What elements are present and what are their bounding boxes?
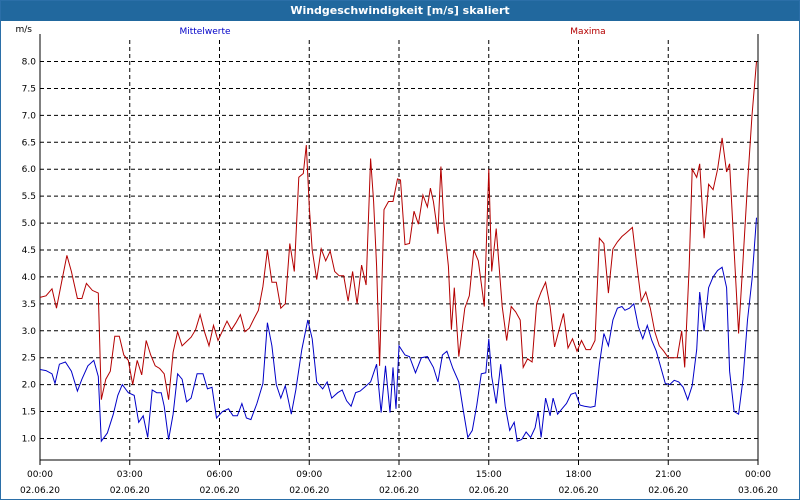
y-tick-label: 8.0 [22,58,37,68]
x-tick-date: 02.06.20 [648,486,688,496]
series-line-mittelwerte [39,217,757,443]
x-tick-time: 21:00 [655,470,681,480]
x-tick-date: 02.06.20 [199,486,239,496]
legend-mittelwerte: Mittelwerte [179,27,230,37]
x-tick-time: 15:00 [476,470,502,480]
y-tick-label: 1.5 [22,408,36,418]
chart-labels: 1.0 1.5 2.0 2.5 3.0 3.5 4.0 4.5 5.0 5.5 6.0 6.5 7.0 7… [16,25,779,496]
x-tick-date: 02.06.20 [289,486,329,496]
chart-series [39,61,757,443]
y-tick-label: 5.5 [22,192,36,202]
y-tick-label: 6.0 [22,165,37,175]
y-tick-label: 3.5 [22,300,36,310]
x-tick-time: 12:00 [386,470,412,480]
x-tick-date: 02.06.20 [110,486,150,496]
x-tick-time: 06:00 [207,470,233,480]
y-tick-label: 4.5 [22,246,36,256]
y-tick-label: 1.0 [22,434,37,444]
y-tick-label: 5.0 [22,219,37,229]
x-tick-date: 02.06.20 [20,486,60,496]
window-title: Windgeschwindigkeit [m/s] skaliert [1,1,799,21]
x-tick-time: 00:00 [27,470,53,480]
y-tick-label: 7.5 [22,84,36,94]
y-tick-label: 4.0 [22,273,37,283]
series-line-maxima [39,61,757,400]
x-tick-date: 02.06.20 [558,486,598,496]
x-tick-date: 02.06.20 [379,486,419,496]
x-tick-time: 18:00 [566,470,592,480]
x-tick-date: 02.06.20 [469,486,509,496]
legend-maxima: Maxima [570,27,605,37]
y-tick-label: 7.0 [22,111,37,121]
x-tick-time: 00:00 [745,470,771,480]
x-tick-time: 03:00 [117,470,143,480]
x-tick-date: 03.06.20 [738,486,778,496]
y-tick-label: 2.0 [22,381,37,391]
x-tick-time: 09:00 [296,470,322,480]
y-tick-label: 2.5 [22,354,36,364]
y-tick-label: 3.0 [22,327,37,337]
chart-axes [39,34,759,465]
chart-grid [40,40,758,460]
y-axis-unit-label: m/s [16,25,33,35]
y-tick-label: 6.5 [22,138,36,148]
